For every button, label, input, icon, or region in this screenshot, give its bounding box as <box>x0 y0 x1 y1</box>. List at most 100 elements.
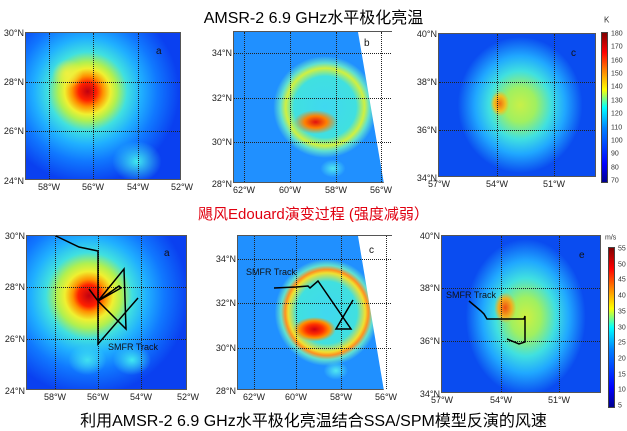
colorbar-unit: m/s <box>605 234 617 242</box>
panel-letter: c <box>571 48 576 59</box>
panel-letter: e <box>579 250 585 261</box>
colorbar-tick: 80 <box>611 164 619 172</box>
colorbar-tick: 180 <box>611 30 623 38</box>
x-tick: 57°W <box>430 395 454 405</box>
x-tick: 54°W <box>485 179 509 189</box>
y-tick: 30°N <box>215 343 236 353</box>
x-tick: 62°W <box>232 185 256 195</box>
colorbar-tick: 15 <box>618 371 626 379</box>
wind-map-e: e SMFR Track 40°N 38°N 36°N 34°N 57°W 54… <box>420 231 601 405</box>
x-tick: 52°W <box>170 182 194 192</box>
figure-subtitle: 飓风Edouard演变过程 (强度减弱） <box>198 206 429 223</box>
bottom-title: 利用AMSR-2 6.9 GHz水平极化亮温结合SSA/SPM模型反演的风速 <box>80 413 547 430</box>
colorbar-wind-speed <box>608 247 615 408</box>
x-tick: 60°W <box>278 185 302 195</box>
y-tick: 30°N <box>211 137 232 147</box>
tb-map-b: b 34°N 32°N 30°N 28°N 62°W 60°W 58°W 56°… <box>212 31 393 195</box>
y-tick: 32°N <box>215 298 236 308</box>
x-tick: 56°W <box>81 182 105 192</box>
x-tick: 56°W <box>86 392 110 402</box>
colorbar-tick: 55 <box>618 245 626 253</box>
x-tick: 60°W <box>284 392 308 402</box>
colorbar-tick: 150 <box>611 70 623 78</box>
x-tick: 52°W <box>176 392 200 402</box>
colorbar-tick: 35 <box>618 308 626 316</box>
x-tick: 54°W <box>126 182 150 192</box>
y-tick: 34°N <box>215 254 236 264</box>
colorbar-tick: 10 <box>618 386 626 394</box>
x-tick: 57°W <box>427 179 451 189</box>
panel-letter: c <box>369 245 374 256</box>
figure-title: AMSR-2 6.9 GHz水平极化亮温 <box>203 10 424 27</box>
colorbar-tick: 25 <box>618 339 626 347</box>
x-tick: 54°W <box>489 395 513 405</box>
heatmap <box>26 33 180 179</box>
y-tick: 28°N <box>4 282 25 292</box>
y-tick: 34°N <box>419 389 440 399</box>
x-tick: 58°W <box>43 392 67 402</box>
x-tick: 56°W <box>369 185 393 195</box>
no-data-wedge <box>358 236 393 391</box>
y-tick: 28°N <box>211 179 232 189</box>
wind-map-c: c SMFR Track 34°N 32°N 30°N 28°N 62°W 60… <box>216 235 397 402</box>
colorbar-tick: 160 <box>611 57 623 65</box>
colorbar-tick: 100 <box>611 137 623 145</box>
no-data-wedge <box>358 32 393 184</box>
x-tick: 51°W <box>547 395 571 405</box>
x-tick: 58°W <box>329 392 353 402</box>
colorbar-tick: 30 <box>618 324 626 331</box>
x-tick: 62°W <box>242 392 266 402</box>
y-tick: 26°N <box>4 334 25 344</box>
heatmap <box>27 236 186 389</box>
y-tick: 36°N <box>419 336 440 346</box>
colorbar-unit: K <box>604 15 610 25</box>
heatmap <box>442 236 600 392</box>
colorbar-tick: 50 <box>618 261 626 269</box>
smfr-track-line <box>468 300 526 345</box>
x-tick: 56°W <box>374 392 398 402</box>
y-tick: 38°N <box>416 77 437 87</box>
y-tick: 34°N <box>416 173 437 183</box>
panel-letter: a <box>164 248 170 259</box>
smfr-track-line <box>273 279 354 330</box>
y-tick: 36°N <box>416 125 437 135</box>
tb-map-a: a 30°N 28°N 26°N 24°N 58°W 56°W 54°W 52°… <box>4 28 193 192</box>
wind-map-a: a SMFR Track 30°N 28°N 26°N 24°N 58°W 56… <box>5 231 199 402</box>
panel-letter: b <box>364 38 370 49</box>
y-tick: 26°N <box>3 126 24 136</box>
track-label: SMFR Track <box>446 290 497 300</box>
tb-map-c: c 40°N 38°N 36°N 34°N 57°W 54°W 51°W <box>417 29 596 189</box>
y-tick: 24°N <box>3 176 24 186</box>
colorbar-tick: 170 <box>611 43 623 51</box>
y-tick: 24°N <box>4 386 25 396</box>
heatmap <box>439 34 595 176</box>
track-label: SMFR Track <box>108 342 159 352</box>
colorbar-tick: 140 <box>611 83 623 91</box>
colorbar-tick: 70 <box>611 177 619 185</box>
colorbar-tick: 20 <box>618 355 626 363</box>
y-tick: 30°N <box>4 231 25 241</box>
colorbar-tick: 45 <box>618 276 626 284</box>
colorbar-tick: 90 <box>611 150 619 158</box>
y-tick: 34°N <box>211 48 232 58</box>
colorbar-tick: 130 <box>611 97 623 105</box>
smfr-track-line <box>55 235 139 347</box>
x-tick: 58°W <box>37 182 61 192</box>
colorbar-tick: 5 <box>618 402 622 410</box>
colorbar-tick: 40 <box>618 292 626 300</box>
y-tick: 30°N <box>3 28 24 38</box>
y-tick: 40°N <box>419 231 440 241</box>
y-tick: 38°N <box>419 283 440 293</box>
track-label: SMFR Track <box>246 267 297 277</box>
x-tick: 54°W <box>129 392 153 402</box>
x-tick: 51°W <box>542 179 566 189</box>
y-tick: 28°N <box>215 386 236 396</box>
colorbar-tick: 120 <box>611 110 623 118</box>
x-tick: 58°W <box>324 185 348 195</box>
panel-letter: a <box>156 46 162 57</box>
colorbar-tick: 110 <box>611 124 623 132</box>
y-tick: 40°N <box>416 29 437 39</box>
colorbar-brightness-temperature <box>601 32 608 183</box>
y-tick: 32°N <box>211 93 232 103</box>
y-tick: 28°N <box>3 77 24 87</box>
